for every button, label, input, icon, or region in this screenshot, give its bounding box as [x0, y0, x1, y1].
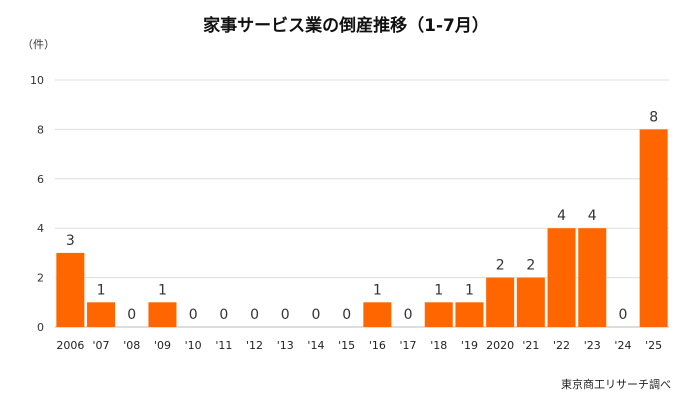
- x-tick-label: '11: [215, 339, 232, 352]
- x-tick-label: '18: [430, 339, 447, 352]
- x-tick-label: '16: [369, 339, 386, 352]
- data-label: 0: [311, 307, 320, 323]
- bar: [455, 302, 484, 327]
- bar: [148, 302, 177, 327]
- bar: [547, 228, 576, 327]
- x-tick-label: 2006: [56, 339, 84, 352]
- source-note: 東京商工リサーチ調べ: [561, 377, 671, 391]
- bar: [516, 277, 545, 327]
- x-tick-label: '21: [522, 339, 539, 352]
- x-tick-label: '22: [553, 339, 570, 352]
- x-tick-label: '24: [614, 339, 631, 352]
- bar: [424, 302, 453, 327]
- data-label: 1: [97, 282, 106, 298]
- gridlines: [55, 79, 669, 328]
- x-tick-label: '08: [123, 339, 140, 352]
- data-label: 2: [496, 258, 505, 274]
- x-tick-label: '19: [461, 339, 478, 352]
- data-label: 0: [404, 307, 413, 323]
- data-label: 0: [219, 307, 228, 323]
- data-label: 2: [526, 258, 535, 274]
- data-labels: 3 1 0 1 0 0 0 0 0 0 1 0 1 1 2 2 4 4 0 8: [66, 109, 658, 323]
- x-tick-label: '09: [154, 339, 171, 352]
- y-tick-label: 6: [37, 173, 44, 186]
- data-label: 0: [250, 307, 259, 323]
- y-axis-ticks: 0 2 4 6 8 10: [30, 74, 44, 334]
- data-label: 4: [557, 208, 566, 224]
- y-tick-label: 2: [37, 272, 44, 285]
- y-tick-label: 4: [37, 222, 44, 235]
- data-label: 1: [465, 282, 474, 298]
- x-tick-label: '14: [307, 339, 324, 352]
- y-tick-label: 8: [37, 123, 44, 136]
- x-axis-ticks: 2006 '07 '08 '09 '10 '11 '12 '13 '14 '15 '16 '17 '18…: [56, 339, 662, 352]
- bar: [56, 252, 85, 327]
- bar: [486, 277, 515, 327]
- x-tick-label: '10: [185, 339, 202, 352]
- x-tick-label: '15: [338, 339, 355, 352]
- data-label: 0: [189, 307, 198, 323]
- data-label: 0: [281, 307, 290, 323]
- data-label: 0: [618, 307, 627, 323]
- x-tick-label: '23: [584, 339, 601, 352]
- bar: [363, 302, 392, 327]
- x-tick-label: 2020: [486, 339, 514, 352]
- data-label: 1: [158, 282, 167, 298]
- data-label: 0: [127, 307, 136, 323]
- y-axis-unit: （件）: [22, 38, 55, 51]
- data-label: 4: [588, 208, 597, 224]
- x-tick-label: '07: [93, 339, 110, 352]
- y-tick-label: 10: [30, 74, 44, 87]
- x-tick-label: '12: [246, 339, 263, 352]
- data-label: 1: [434, 282, 443, 298]
- data-label: 0: [342, 307, 351, 323]
- bar: [87, 302, 116, 327]
- data-label: 1: [373, 282, 382, 298]
- y-tick-label: 0: [37, 321, 44, 334]
- x-tick-label: '17: [400, 339, 417, 352]
- bar: [578, 228, 607, 327]
- chart-title: 家事サービス業の倒産推移（1-7月）: [203, 15, 489, 36]
- bar: [639, 129, 668, 327]
- x-tick-label: '25: [645, 339, 662, 352]
- bars: [56, 129, 668, 327]
- data-label: 3: [66, 233, 75, 249]
- data-label: 8: [649, 109, 658, 125]
- x-tick-label: '13: [277, 339, 294, 352]
